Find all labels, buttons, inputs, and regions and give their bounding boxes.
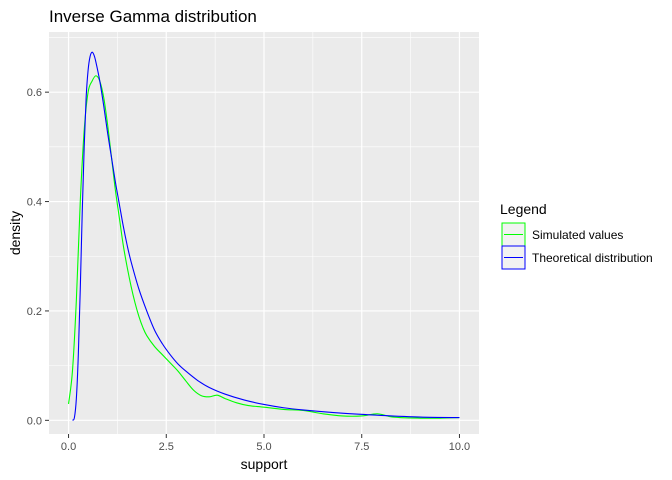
x-axis-title: support xyxy=(241,456,288,472)
chart-title: Inverse Gamma distribution xyxy=(49,7,257,26)
series-line-theoretical xyxy=(72,51,460,421)
x-tick-label: 2.5 xyxy=(159,441,174,453)
y-tick-label: 0.2 xyxy=(27,306,42,318)
legend-item-theoretical: Theoretical distribution xyxy=(501,245,653,270)
legend-label-simulated: Simulated values xyxy=(532,228,623,242)
x-axis: 0.0 2.5 5.0 7.5 10.0 xyxy=(61,434,470,453)
legend-title: Legend xyxy=(500,201,547,217)
y-tick-label: 0.6 xyxy=(27,87,42,99)
y-tick-label: 0.0 xyxy=(27,415,42,427)
series-layer xyxy=(68,51,460,421)
series-line-simulated xyxy=(68,75,460,419)
x-tick-label: 10.0 xyxy=(449,441,470,453)
y-tick-label: 0.4 xyxy=(27,197,42,209)
x-tick-label: 7.5 xyxy=(354,441,369,453)
y-axis-title: density xyxy=(7,211,23,255)
x-tick-label: 5.0 xyxy=(256,441,271,453)
legend-item-simulated: Simulated values xyxy=(501,222,623,247)
y-axis: 0.0 0.2 0.4 0.6 xyxy=(27,87,49,427)
x-tick-label: 0.0 xyxy=(61,441,76,453)
legend: Legend Simulated values Theoretical dist… xyxy=(500,201,653,270)
major-gridlines xyxy=(49,32,479,434)
legend-label-theoretical: Theoretical distribution xyxy=(532,251,653,265)
